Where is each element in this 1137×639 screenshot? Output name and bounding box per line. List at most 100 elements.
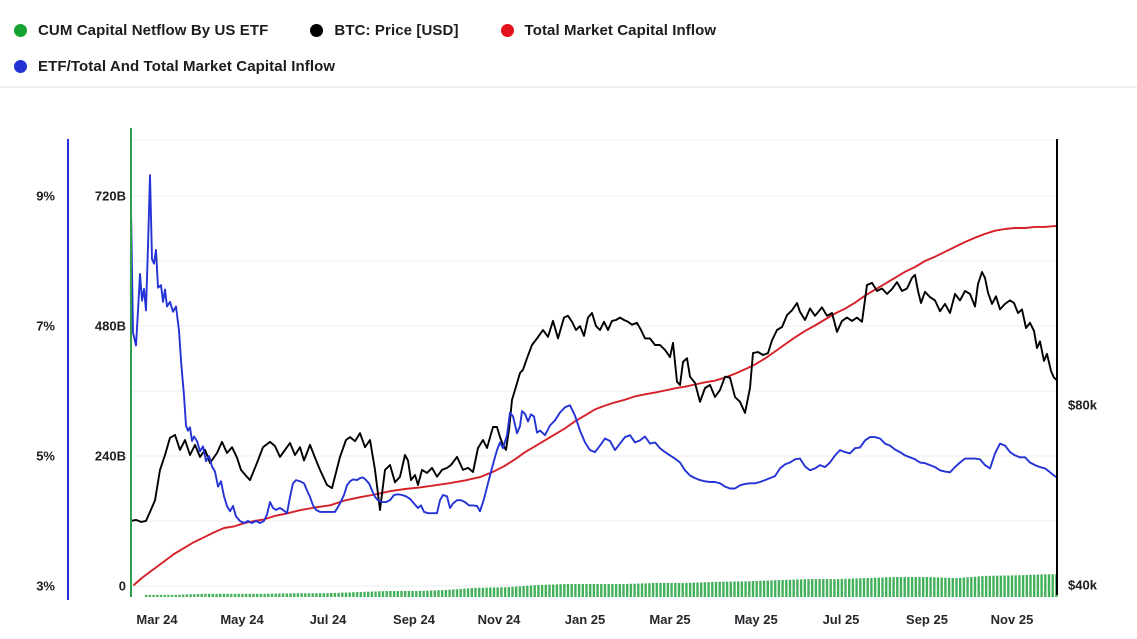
netflow-bar (918, 577, 921, 597)
netflow-bar (729, 581, 732, 597)
x-tick-label: Nov 24 (478, 612, 521, 627)
netflow-bar (774, 580, 777, 597)
netflow-bar (215, 593, 218, 598)
pct-tick-label: 3% (36, 579, 55, 594)
netflow-bar (411, 591, 414, 597)
legend-item-total-inflow-dot-icon (500, 23, 514, 37)
netflow-bar (529, 585, 533, 597)
legend-item-etf-netflow[interactable]: CUM Capital Netflow By US ETF (14, 22, 268, 39)
netflow-bar (511, 586, 514, 597)
netflow-bar (485, 587, 488, 597)
x-tick-label: Jul 25 (823, 612, 860, 627)
netflow-bar (762, 580, 766, 597)
netflow-bar (289, 593, 292, 597)
netflow-bar (988, 575, 991, 597)
pct-tick-label: 5% (36, 449, 55, 464)
netflow-bar (226, 593, 229, 598)
netflow-bar (540, 584, 544, 597)
legend-item-total-inflow-label: Total Market Capital Inflow (524, 21, 717, 39)
netflow-bar (189, 594, 192, 597)
netflow-bar (829, 579, 832, 597)
netflow-bar (888, 577, 892, 597)
netflow-bar (459, 588, 462, 597)
netflow-bar (1033, 574, 1036, 597)
netflow-bar (492, 587, 496, 597)
netflow-bar (1047, 574, 1051, 598)
netflow-bar (355, 592, 359, 597)
netflow-bar (933, 577, 936, 597)
netflow-bar (581, 584, 584, 597)
netflow-bar (725, 581, 729, 597)
netflow-bar (174, 594, 177, 597)
netflow-bar (252, 593, 255, 598)
x-tick-label: Sep 24 (393, 612, 436, 627)
price-tick-label: $80k (1068, 398, 1098, 413)
netflow-bar (170, 594, 174, 597)
netflow-bar (337, 592, 340, 597)
busd-tick-label: 480B (95, 319, 126, 334)
x-tick-label: Nov 25 (991, 612, 1034, 627)
netflow-bar (278, 593, 281, 597)
netflow-bar (326, 593, 329, 597)
netflow-bar (1025, 575, 1028, 597)
netflow-bar (855, 578, 858, 597)
netflow-bar (496, 587, 499, 597)
netflow-bar (559, 584, 562, 597)
netflow-bar (478, 587, 481, 597)
pct-tick-label: 9% (36, 189, 55, 204)
netflow-bar (367, 591, 370, 597)
netflow-bar (722, 581, 725, 597)
netflow-bar (1021, 575, 1025, 597)
netflow-bar (426, 590, 429, 597)
netflow-bar (788, 579, 792, 597)
netflow-bar (792, 579, 795, 597)
netflow-bar (781, 580, 784, 597)
legend-item-total-inflow[interactable]: Total Market Capital Inflow (500, 21, 717, 39)
x-tick-label: Jan 25 (565, 612, 605, 627)
netflow-bar (415, 591, 418, 597)
netflow-bar (474, 587, 477, 597)
netflow-bar (537, 585, 540, 597)
netflow-bar (973, 576, 977, 597)
netflow-bar (637, 583, 640, 597)
netflow-bar (825, 579, 829, 597)
netflow-bar (807, 579, 810, 597)
netflow-bar (448, 589, 451, 597)
legend-item-etf-netflow-label: CUM Capital Netflow By US ETF (38, 21, 269, 39)
netflow-bar (1036, 574, 1040, 597)
legend-item-btc-price[interactable]: BTC: Price [USD] (310, 22, 458, 39)
netflow-bar (515, 586, 518, 597)
netflow-bar (770, 580, 773, 597)
netflow-bar (755, 580, 758, 597)
legend-separator (0, 86, 1137, 88)
netflow-bar (999, 575, 1003, 597)
netflow-bar (851, 578, 855, 597)
netflow-bar (714, 581, 718, 597)
netflow-bar (466, 588, 470, 597)
netflow-bar (159, 594, 163, 597)
busd-tick-label: 240B (95, 449, 126, 464)
netflow-bar (640, 583, 644, 597)
netflow-bar (803, 579, 806, 597)
netflow-bar (378, 591, 381, 597)
netflow-bar (196, 594, 200, 597)
netflow-bar (766, 580, 769, 597)
netflow-bar (914, 577, 917, 597)
netflow-bar (759, 580, 762, 597)
netflow-bar (352, 592, 355, 597)
netflow-bar (489, 587, 492, 597)
netflow-bar (596, 584, 599, 597)
netflow-bar (185, 594, 189, 597)
netflow-bar (233, 593, 237, 598)
netflow-bar (163, 594, 166, 597)
netflow-bar (167, 594, 170, 597)
netflow-bar (211, 593, 214, 598)
netflow-bar (885, 577, 888, 597)
netflow-bar (522, 586, 525, 597)
legend-item-etf-total-ratio[interactable]: ETF/Total And Total Market Capital Inflo… (14, 58, 335, 75)
netflow-bar (603, 584, 607, 597)
netflow-bar (873, 577, 877, 597)
legend-item-etf-total-ratio-dot-icon (14, 59, 27, 73)
